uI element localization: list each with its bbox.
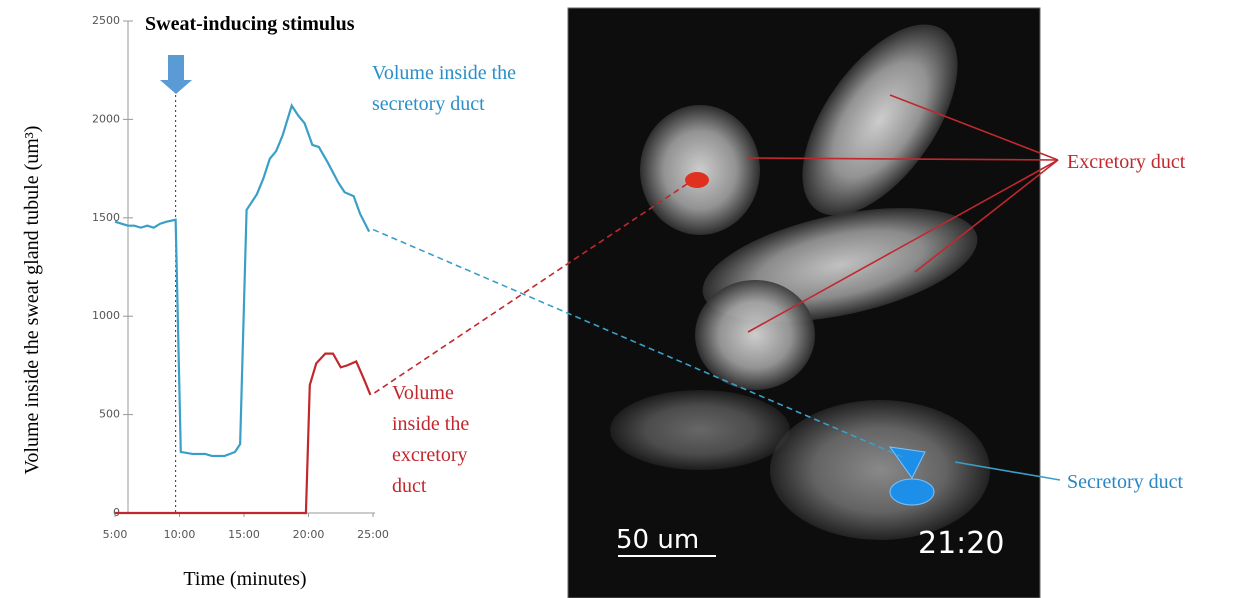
excretory-label: Excretory duct xyxy=(1067,151,1186,173)
x-tick-label: 5:00 xyxy=(103,528,128,541)
tissue xyxy=(610,390,790,470)
figure: 50 um 21:20 Excretory duct Secretory duc… xyxy=(0,0,1244,598)
y-tick-label: 500 xyxy=(99,408,120,421)
x-tick-label: 15:00 xyxy=(228,528,260,541)
series-line xyxy=(115,106,369,456)
secretory-highlight xyxy=(890,479,934,505)
y-tick-label: 2000 xyxy=(92,112,120,125)
x-tick-label: 20:00 xyxy=(293,528,325,541)
x-tick-label: 25:00 xyxy=(357,528,389,541)
x-axis-label: Time (minutes) xyxy=(183,568,306,590)
secretory-label: Secretory duct xyxy=(1067,471,1184,493)
series-label: Volume inside the excretory duct xyxy=(392,378,504,502)
tissue xyxy=(640,105,760,235)
y-axis-label: Volume inside the sweat gland tubule (um… xyxy=(21,126,43,475)
y-tick-label: 1000 xyxy=(92,309,120,322)
excretory-highlight xyxy=(685,172,709,188)
tissue xyxy=(695,280,815,390)
tissue xyxy=(770,400,990,540)
chart-title: Sweat-inducing stimulus xyxy=(145,13,355,35)
micrograph: 50 um 21:20 xyxy=(568,0,1040,598)
x-tick-label: 10:00 xyxy=(164,528,196,541)
scale-bar-label: 50 um xyxy=(616,525,699,555)
stimulus-arrow xyxy=(160,55,192,94)
series-label: Volume inside the secretory duct xyxy=(372,58,532,120)
y-tick-label: 2500 xyxy=(92,14,120,27)
page: {"chart_data": {"type": "line", "title":… xyxy=(0,0,1244,598)
timestamp: 21:20 xyxy=(918,526,1004,561)
